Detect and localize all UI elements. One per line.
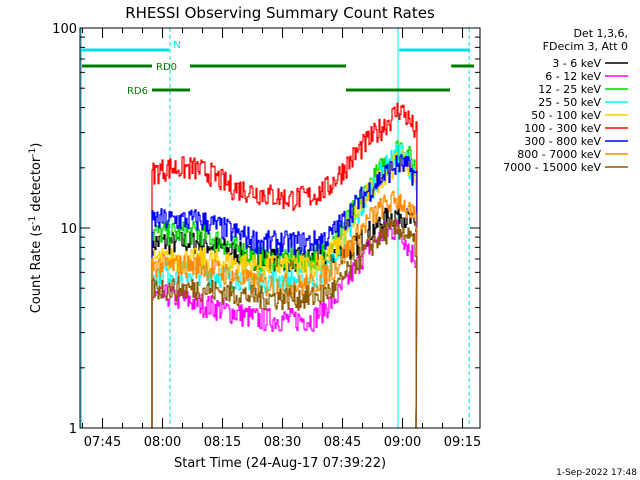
y-axis: 1 10 100 bbox=[52, 22, 480, 437]
x-tick-label: 08:30 bbox=[264, 435, 301, 450]
legend-label: 300 - 800 keV bbox=[524, 135, 601, 148]
x-tick-label: 09:15 bbox=[444, 435, 481, 450]
plot-area: N RD0 RD6 bbox=[80, 28, 474, 429]
x-tick-label: 09:00 bbox=[384, 435, 421, 450]
x-axis: 07:45 08:00 08:15 08:30 08:45 09:00 09:15 bbox=[82, 28, 481, 450]
legend-label: 7000 - 15000 keV bbox=[503, 161, 601, 174]
legend-label: 6 - 12 keV bbox=[545, 70, 601, 83]
x-axis-label: Start Time (24-Aug-17 07:39:22) bbox=[174, 456, 386, 471]
y-axis-label: Count Rate (s-1 detector-1) bbox=[28, 143, 44, 314]
legend-header-line: FDecim 3, Att 0 bbox=[543, 40, 628, 53]
series-line-8 bbox=[151, 217, 418, 429]
legend-label: 100 - 300 keV bbox=[524, 122, 601, 135]
y-tick-label: 1 bbox=[69, 422, 77, 437]
chart-title: RHESSI Observing Summary Count Rates bbox=[125, 4, 435, 22]
series-line-7 bbox=[151, 190, 418, 429]
series-line-5 bbox=[151, 102, 418, 429]
x-tick-label: 07:45 bbox=[84, 435, 121, 450]
y-tick-label: 100 bbox=[52, 22, 77, 37]
legend-label: 800 - 7000 keV bbox=[517, 148, 601, 161]
legend-label: 50 - 100 keV bbox=[531, 109, 601, 122]
state-bar-label-rd0: RD0 bbox=[156, 62, 177, 73]
timestamp: 1-Sep-2022 17:48 bbox=[556, 468, 637, 478]
state-bar-label-rd6: RD6 bbox=[127, 86, 148, 97]
series-line-6 bbox=[151, 154, 418, 429]
legend-label: 12 - 25 keV bbox=[538, 83, 601, 96]
y-tick-label: 10 bbox=[60, 222, 77, 237]
legend-label: 3 - 6 keV bbox=[552, 57, 601, 70]
legend-header-line: Det 1,3,6, bbox=[573, 27, 628, 40]
x-tick-label: 08:45 bbox=[324, 435, 361, 450]
x-tick-label: 08:15 bbox=[204, 435, 241, 450]
legend-label: 25 - 50 keV bbox=[538, 96, 601, 109]
x-tick-label: 08:00 bbox=[144, 435, 181, 450]
state-bar-label-n: N bbox=[173, 40, 180, 51]
